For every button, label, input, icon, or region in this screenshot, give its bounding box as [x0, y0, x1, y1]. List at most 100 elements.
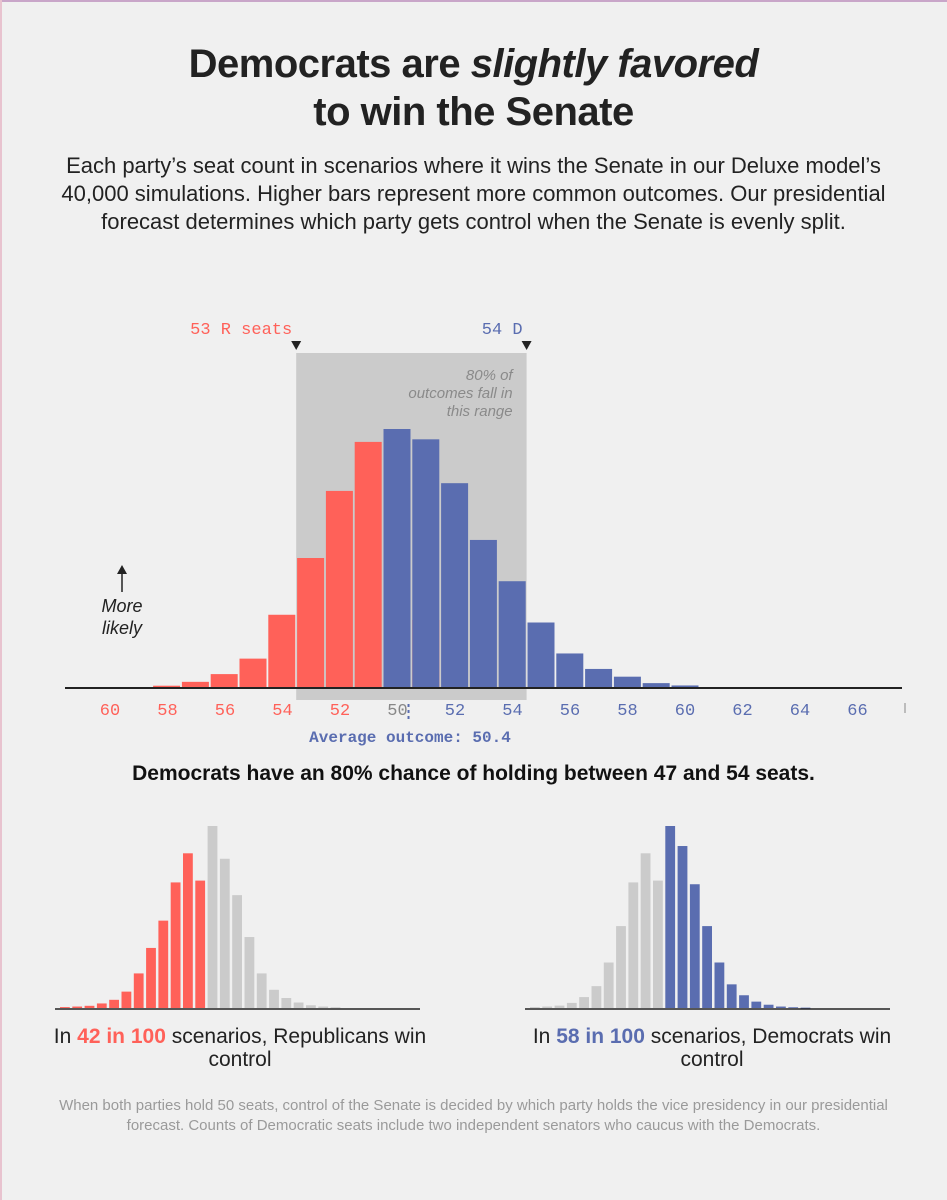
range-marker-d [521, 341, 532, 350]
neutral-bar [542, 1006, 553, 1008]
d-bar [585, 668, 613, 687]
highlight-bar [689, 884, 700, 1008]
highlight-bar [702, 926, 712, 1008]
r-bar [268, 614, 296, 687]
highlight-bar [665, 826, 676, 1008]
x-tick-label: 58 [617, 702, 637, 721]
highlight-bar [133, 973, 144, 1008]
x-tick-label: 52 [445, 702, 465, 721]
highlight-bar [170, 882, 181, 1008]
r-bar [354, 441, 382, 687]
range-summary: Democrats have an 80% chance of holding … [132, 762, 815, 785]
neutral-bar [640, 853, 651, 1008]
neutral-bar [653, 880, 663, 1008]
highlight-bar [726, 984, 737, 1008]
top-edge-line [0, 0, 947, 2]
neutral-bar [281, 997, 292, 1008]
neutral-bar [244, 937, 255, 1008]
x-tick-label: 60 [100, 702, 120, 721]
x-tick-label: 66 [847, 702, 867, 721]
footnote: When both parties hold 50 seats, control… [59, 1097, 888, 1134]
highlight-bar [195, 880, 206, 1008]
x-tick-label: 62 [732, 702, 752, 721]
x-tick-label: 60 [675, 702, 695, 721]
r-bar [325, 490, 353, 687]
d-bar [383, 429, 411, 687]
highlight-bar [739, 995, 749, 1008]
highlight-bar [183, 853, 193, 1008]
neutral-bar [628, 882, 639, 1008]
d-bar [613, 676, 641, 687]
neutral-bar [530, 1007, 540, 1008]
neutral-bar [269, 989, 279, 1008]
range-marker-r [291, 341, 302, 350]
r-bar [153, 685, 181, 687]
neutral-bar [207, 826, 218, 1008]
more-likely-label: More likely [101, 596, 143, 638]
highlight-bar [72, 1006, 83, 1008]
highlight-bar [146, 947, 156, 1008]
x-tick-label: 56 [560, 702, 580, 721]
left-edge-line [0, 0, 2, 1200]
highlight-bar [109, 999, 119, 1008]
main-chart: 80% of outcomes fall in this range 53 R sea… [65, 321, 906, 747]
x-tick-label: 54 [272, 702, 292, 721]
d-bar [556, 653, 584, 687]
x-tick-label: 58 [157, 702, 177, 721]
caption-republican: In 42 in 100 scenarios, Republicans win … [40, 1025, 440, 1071]
highlight-bar [800, 1007, 811, 1009]
highlight-bar [751, 1001, 762, 1008]
d-bar [671, 685, 699, 687]
d-bar [441, 483, 469, 687]
range-note: 80% of outcomes fall in this range [408, 367, 514, 420]
caption-r-suffix: scenarios, Republicans win control [165, 1025, 427, 1071]
x-tick-label: 56 [215, 702, 235, 721]
range-label-r: 53 R seats [190, 321, 292, 340]
x-tick-label: 52 [330, 702, 350, 721]
caption-r-pct: 42 in 100 [77, 1025, 166, 1048]
average-label: Average outcome: 50.4 [309, 729, 511, 747]
highlight-bar [776, 1006, 786, 1008]
more-likely-arrowhead [117, 565, 127, 574]
highlight-bar [60, 1007, 70, 1008]
highlight-bar [84, 1005, 95, 1008]
neutral-bar [293, 1002, 304, 1008]
r-bar [239, 658, 267, 687]
neutral-bar [566, 1002, 577, 1008]
x-tick-label: 64 [790, 702, 810, 721]
d-bar [498, 581, 526, 687]
neutral-bar [554, 1005, 565, 1008]
x-tick-label: 50 [387, 702, 407, 721]
r-bar [210, 674, 238, 687]
d-bar [469, 539, 497, 687]
neutral-bar [330, 1007, 341, 1009]
neutral-bar [579, 997, 589, 1008]
caption-r-prefix: In [53, 1025, 78, 1048]
caption-d-suffix: scenarios, Democrats win control [644, 1025, 892, 1071]
highlight-bar [763, 1004, 774, 1008]
neutral-bar [256, 973, 267, 1008]
r-bar [297, 558, 325, 687]
range-label-d: 54 D [482, 321, 523, 340]
x-tick-label: 54 [502, 702, 522, 721]
caption-d-prefix: In [532, 1025, 557, 1048]
highlight-bar [788, 1007, 799, 1009]
neutral-bar [306, 1005, 316, 1008]
caption-democrat: In 58 in 100 scenarios, Democrats win co… [512, 1025, 912, 1071]
caption-d-pct: 58 in 100 [556, 1025, 645, 1048]
neutral-bar [219, 858, 230, 1008]
highlight-bar [121, 991, 132, 1008]
title-prefix: Democrats are [188, 42, 471, 86]
highlight-bar [158, 920, 169, 1008]
d-bar [642, 683, 670, 687]
neutral-bar [591, 986, 602, 1008]
title-line-2: to win the Senate [313, 90, 634, 134]
d-bar [527, 622, 555, 687]
subtitle: Each party’s seat count in scenarios whe… [61, 153, 886, 234]
neutral-bar [232, 895, 242, 1008]
highlight-bar [677, 846, 688, 1008]
highlight-bar [96, 1003, 107, 1008]
neutral-bar [318, 1006, 329, 1008]
page-title: Democrats are slightly favored to win th… [0, 40, 947, 136]
